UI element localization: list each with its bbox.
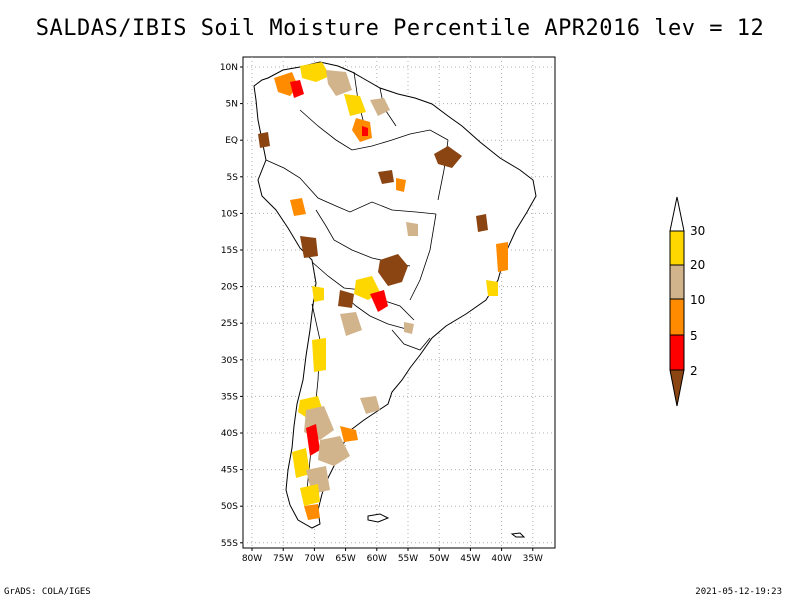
lon-tick-label: 75W: [273, 554, 293, 564]
patch: [312, 338, 326, 372]
colorbar-segment-10-20: [669, 264, 685, 300]
patch: [318, 436, 350, 466]
patch: [434, 146, 462, 168]
patch: [370, 290, 388, 312]
patch: [290, 80, 304, 98]
lon-tick-label: 50W: [429, 554, 449, 564]
chart-title: SALDAS/IBIS Soil Moisture Percentile APR…: [35, 16, 765, 41]
lat-tick-labels: 10N 5N EQ 5S 10S 15S 20S 25S 30S 35S 40S 45S 50S 55S: [220, 63, 243, 549]
lon-tick-labels: 80W 75W 70W 65W 60W 55W 50W 45W 40W 35W: [242, 548, 543, 564]
colorbar-top-arrow: [669, 196, 685, 232]
colorbar-label-2: 2: [690, 364, 698, 378]
falkland-islands: [367, 513, 390, 523]
lon-tick-label: 55W: [398, 554, 418, 564]
patch: [300, 484, 320, 506]
lat-tick-label: 40S: [221, 429, 238, 439]
colorbar-segment-2-5: [669, 334, 685, 371]
lat-tick-label: 10N: [220, 63, 238, 73]
patch: [370, 98, 390, 116]
patch: [396, 178, 406, 192]
patch: [304, 504, 320, 520]
lat-tick-label: 50S: [221, 502, 238, 512]
lat-tick-label: 45S: [221, 466, 238, 476]
colorbar-label-5: 5: [690, 329, 698, 343]
lat-tick-label: 15S: [221, 246, 238, 256]
patch: [326, 70, 352, 96]
colorbar-label-10: 10: [690, 293, 705, 307]
lat-tick-label: EQ: [225, 136, 238, 146]
patch: [306, 424, 320, 456]
soil-moisture-patches: [258, 62, 508, 520]
patch: [476, 214, 488, 232]
patch: [496, 242, 508, 272]
lon-tick-label: 80W: [242, 554, 262, 564]
footer-credit: GrADS: COLA/IGES: [4, 587, 91, 597]
patch: [344, 94, 366, 116]
lat-tick-label: 35S: [221, 392, 238, 402]
patch: [300, 236, 318, 258]
lat-tick-label: 25S: [221, 319, 238, 329]
patch: [340, 312, 362, 336]
patch: [378, 254, 408, 286]
patch: [292, 448, 310, 478]
colorbar-segment-20-30: [669, 230, 685, 266]
lat-tick-label: 55S: [221, 539, 238, 549]
lon-tick-label: 60W: [367, 554, 387, 564]
lon-tick-label: 35W: [523, 554, 543, 564]
patch: [404, 322, 414, 334]
patch: [360, 396, 380, 414]
lat-tick-label: 5S: [227, 173, 239, 183]
lon-tick-label: 45W: [460, 554, 480, 564]
patch: [486, 280, 498, 296]
footer-timestamp: 2021-05-12-19:23: [695, 587, 782, 597]
colorbar-label-20: 20: [690, 258, 705, 272]
lon-tick-label: 65W: [335, 554, 355, 564]
patch: [362, 126, 368, 136]
lat-tick-label: 10S: [221, 209, 238, 219]
lat-tick-label: 20S: [221, 283, 238, 293]
patch: [290, 198, 306, 216]
lon-tick-label: 70W: [304, 554, 324, 564]
lon-tick-label: 40W: [491, 554, 511, 564]
patch: [338, 290, 354, 308]
patch: [300, 62, 330, 82]
patch: [312, 286, 324, 302]
patch: [378, 170, 394, 184]
lat-tick-label: 30S: [221, 356, 238, 366]
patch: [406, 222, 418, 236]
colorbar-segment-5-10: [669, 298, 685, 336]
lat-tick-label: 5N: [226, 100, 238, 110]
patch: [340, 426, 358, 442]
fernando-de-noronha: [510, 532, 526, 538]
patch: [258, 132, 270, 148]
colorbar-bottom-arrow: [669, 369, 685, 407]
colorbar: 30 20 10 5 2: [669, 196, 705, 407]
colorbar-label-30: 30: [690, 224, 705, 238]
